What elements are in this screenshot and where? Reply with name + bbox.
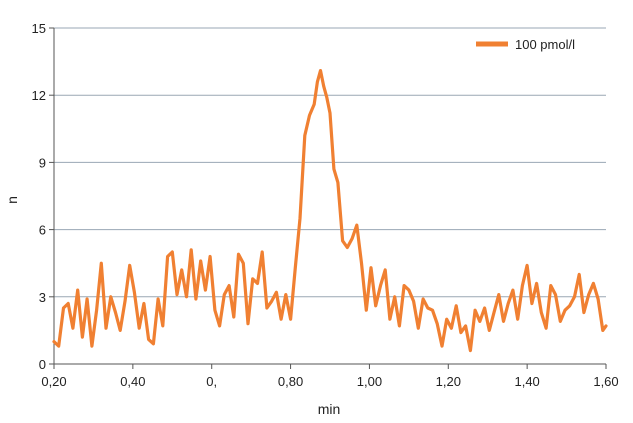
axes	[49, 27, 607, 369]
x-axis-title: min	[318, 401, 341, 417]
y-tick-label: 3	[39, 290, 46, 305]
legend: 100 pmol/l	[476, 37, 575, 52]
x-tick-label: 1,40	[514, 374, 539, 389]
x-tick-labels: 0,20 0,40 0, 0,80 1,00 1,20 1,40 1,60	[41, 374, 618, 389]
x-tick-label: 1,20	[436, 374, 461, 389]
x-tick-label: 1,60	[593, 374, 618, 389]
x-tick-label: 0,80	[278, 374, 303, 389]
y-tick-label: 15	[32, 21, 46, 36]
legend-label: 100 pmol/l	[515, 37, 575, 52]
y-tick-label: 6	[39, 223, 46, 238]
series-lines	[52, 68, 608, 353]
y-tick-label: 12	[32, 88, 46, 103]
x-tick-label: 0,	[206, 374, 217, 389]
series-line	[52, 68, 608, 353]
x-tick-label: 0,40	[120, 374, 145, 389]
y-axis-title: n	[4, 196, 20, 204]
y-tick-labels: 0 3 6 9 12 15	[32, 21, 46, 372]
y-tick-label: 9	[39, 155, 46, 170]
x-tick-label: 0,20	[41, 374, 66, 389]
y-tick-label: 0	[39, 357, 46, 372]
gridlines	[54, 27, 606, 298]
x-tick-label: 1,00	[357, 374, 382, 389]
